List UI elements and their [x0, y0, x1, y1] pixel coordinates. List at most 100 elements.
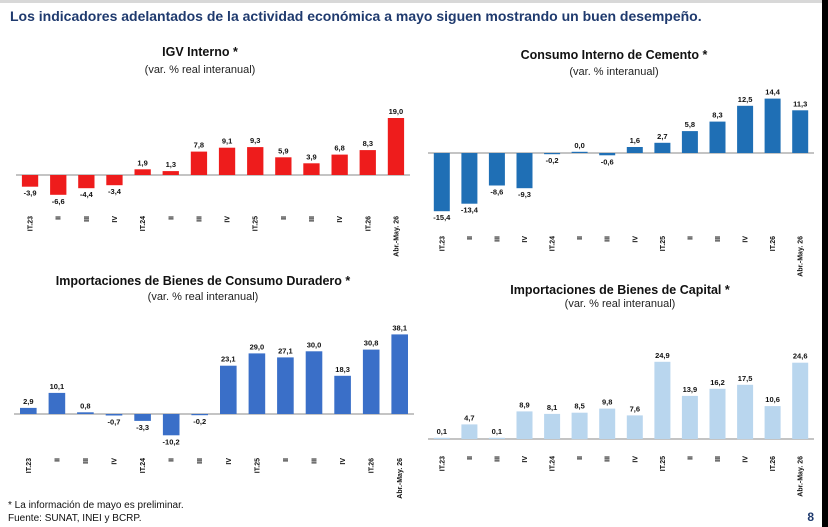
bar [362, 349, 380, 414]
bar-value-label: 12,5 [738, 95, 753, 104]
bar-value-label: 23,1 [221, 355, 236, 364]
bar [654, 142, 671, 153]
bar [626, 147, 643, 153]
x-tick-label: IT.23 [28, 216, 35, 231]
x-tick-label: II [687, 236, 694, 240]
bar [599, 408, 616, 439]
x-tick-label: II [281, 216, 288, 220]
bar-value-label: 38,1 [392, 323, 407, 332]
bar [792, 110, 809, 153]
bar [571, 412, 588, 440]
x-tick-label: IV [632, 236, 639, 243]
x-tick-label: IV [340, 458, 347, 465]
x-tick-label: Abr.-May. 26 [393, 216, 400, 257]
bar [247, 147, 264, 175]
bar-value-label: -8,6 [490, 188, 503, 197]
bar-value-label: 16,2 [710, 378, 725, 387]
bar [391, 334, 408, 414]
bar [516, 411, 533, 439]
bar [21, 175, 39, 187]
bar-value-label: -0,7 [108, 418, 121, 427]
x-tick-label: III [312, 458, 319, 464]
x-tick-label: II [467, 236, 474, 240]
bar [190, 151, 208, 175]
bar-value-label: 17,5 [738, 374, 753, 383]
bar [303, 163, 320, 175]
bar [220, 365, 237, 414]
bar-value-label: -4,4 [80, 190, 94, 199]
igv-chart: IGV Interno * (var. % real interanual) -3,… [16, 45, 410, 257]
x-tick-label: IV [522, 236, 529, 243]
chart-title: IGV Interno * [162, 45, 238, 59]
bar-value-label: 24,6 [793, 352, 808, 361]
bar [709, 388, 726, 439]
x-tick-label: IT.26 [365, 216, 372, 231]
x-tick-label: IT.26 [770, 236, 777, 251]
bar-value-label: 24,9 [655, 351, 670, 360]
bar [48, 392, 66, 414]
bar [218, 147, 236, 175]
chart-title: Importaciones de Bienes de Capital * [510, 283, 730, 297]
bar-value-label: 8,9 [519, 400, 529, 409]
bar [277, 357, 294, 414]
x-tick-label: II [467, 456, 474, 460]
bar-value-label: 7,8 [194, 141, 204, 150]
x-tick-label: IT.26 [770, 456, 777, 471]
bar [105, 414, 123, 416]
bar-value-label: -0,6 [601, 157, 614, 166]
x-tick-label: IT.23 [26, 458, 33, 473]
x-tick-label: IT.24 [140, 216, 147, 231]
bar-value-label: -13,4 [461, 206, 479, 215]
bar-value-label: 8,3 [712, 111, 722, 120]
bar [106, 175, 123, 186]
bar [681, 395, 698, 439]
capital-imports-chart: Importaciones de Bienes de Capital *(var… [428, 283, 814, 497]
x-tick-label: IV [112, 458, 119, 465]
bar-value-label: 14,4 [765, 88, 780, 97]
bar [571, 151, 588, 153]
x-tick-label: IV [225, 216, 232, 223]
bar-value-label: 0,8 [80, 401, 90, 410]
bar [359, 150, 376, 175]
bar-value-label: 30,8 [364, 339, 379, 348]
bar-value-label: 11,3 [793, 99, 807, 108]
bar-value-label: 7,6 [630, 404, 640, 413]
top-rule [0, 0, 828, 3]
x-tick-label: IV [743, 236, 750, 243]
chart-subtitle: (var. % real interanual) [148, 291, 259, 303]
bar [544, 153, 561, 155]
bar [162, 171, 179, 175]
x-tick-label: IV [743, 456, 750, 463]
bar [599, 153, 616, 156]
x-tick-label: II [577, 456, 584, 460]
bar-value-label: -9,3 [518, 190, 531, 199]
bar-value-label: 1,9 [137, 158, 147, 167]
chart-subtitle: (var. % real interanual) [565, 298, 676, 310]
bar [764, 406, 781, 439]
bar-value-label: 18,3 [335, 365, 350, 374]
x-tick-label: IV [632, 456, 639, 463]
cement-chart: Consumo Interno de Cemento * (var. % inte… [428, 48, 814, 277]
x-tick-label: III [309, 216, 316, 222]
bar-value-label: 0,1 [492, 427, 502, 436]
bar [50, 175, 67, 195]
x-tick-label: IT.25 [660, 456, 667, 471]
durable-imports-chart: Importaciones de Bienes de Consumo Durad… [14, 274, 414, 499]
x-tick-label: Abr.-May. 26 [798, 456, 805, 497]
footnote: * La información de mayo es preliminar. [8, 500, 184, 511]
bar [162, 414, 180, 436]
bar-value-label: 2,9 [23, 397, 33, 406]
x-tick-label: IT.23 [439, 456, 446, 471]
bar [305, 351, 323, 414]
bar-value-label: 10,6 [765, 395, 780, 404]
bar-value-label: 4,7 [464, 413, 474, 422]
bar-value-label: -0,2 [546, 156, 559, 165]
bar [334, 375, 351, 414]
x-tick-label: III [197, 458, 204, 464]
x-tick-label: II [283, 458, 290, 462]
bar-value-label: 30,0 [307, 340, 322, 349]
x-tick-label: IV [337, 216, 344, 223]
bar [331, 154, 348, 175]
bar [78, 175, 95, 189]
x-tick-label: III [605, 236, 612, 242]
